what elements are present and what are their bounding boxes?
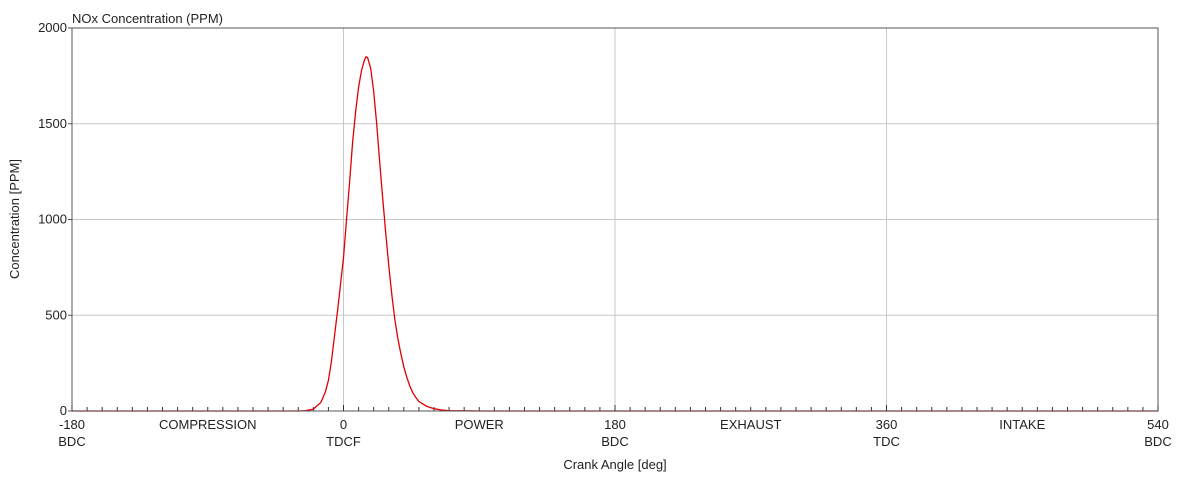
x-tick-sublabel: BDC (1144, 434, 1171, 449)
y-tick-label: 1500 (38, 116, 67, 131)
x-tick-sublabel: TDCF (326, 434, 361, 449)
x-tick-label: -180 (59, 417, 85, 432)
x-tick-sublabel: BDC (601, 434, 628, 449)
x-tick-label: 540 (1147, 417, 1169, 432)
grid-layer (72, 28, 1158, 411)
chart-title: NOx Concentration (PPM) (72, 11, 223, 26)
x-tick-sublabel: BDC (58, 434, 85, 449)
y-ticks-layer: 0 500 1000 1500 2000 (38, 20, 72, 418)
series-line-0 (72, 56, 1158, 412)
x-ticks-layer: -180 BDC 0 TDCF 180 BDC 360 TDC 540 BDC COMPRESSIO… (58, 405, 1172, 449)
y-tick-label: 1000 (38, 212, 67, 227)
y-tick-label: 2000 (38, 20, 67, 35)
phase-label: POWER (455, 417, 504, 432)
phase-label: EXHAUST (720, 417, 781, 432)
x-tick-label: 0 (340, 417, 347, 432)
x-tick-label: 180 (604, 417, 626, 432)
minor-ticks-layer (86, 407, 1144, 411)
x-axis-label: Crank Angle [deg] (563, 457, 666, 472)
phase-label: COMPRESSION (159, 417, 257, 432)
y-tick-label: 500 (45, 307, 67, 322)
x-tick-sublabel: TDC (873, 434, 900, 449)
x-tick-label: 360 (876, 417, 898, 432)
y-tick-label: 0 (60, 403, 67, 418)
y-axis-label: Concentration [PPM] (7, 159, 22, 279)
phase-label: INTAKE (999, 417, 1045, 432)
series-layer (72, 56, 1158, 412)
